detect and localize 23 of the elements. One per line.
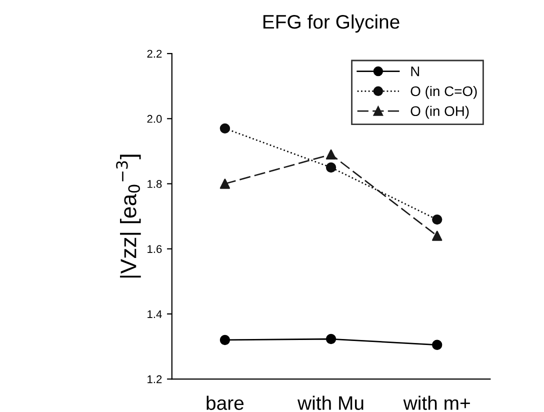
x-tick-label: bare — [206, 396, 244, 410]
y-tick-label: 2.0 — [147, 114, 162, 123]
chart-title: EFG for Glycine — [263, 14, 400, 33]
y-tick-label: 1.8 — [148, 180, 162, 188]
y-tick-label: 1.4 — [148, 310, 162, 318]
y-tick-label: 1.6 — [148, 245, 162, 253]
point — [220, 178, 230, 189]
point — [326, 162, 336, 173]
point — [326, 149, 336, 160]
point — [220, 334, 230, 346]
point — [220, 123, 230, 134]
y-axis-title: |Vzz| [ea$_{0}$$^{−3}$] — [116, 154, 141, 278]
y-tick-label: 1.2 — [148, 375, 162, 384]
x-tick-label: with m+ — [403, 396, 470, 410]
legend-label: O (in C=O) — [410, 86, 477, 99]
x-tick-label: with Mu — [298, 396, 364, 410]
point — [326, 334, 336, 344]
y-tick-label: 2.2 — [147, 50, 162, 58]
legend-label: O (in OH) — [410, 106, 469, 119]
point — [432, 214, 442, 225]
point — [432, 230, 442, 241]
point — [432, 340, 442, 350]
legend-label: N — [411, 66, 420, 76]
